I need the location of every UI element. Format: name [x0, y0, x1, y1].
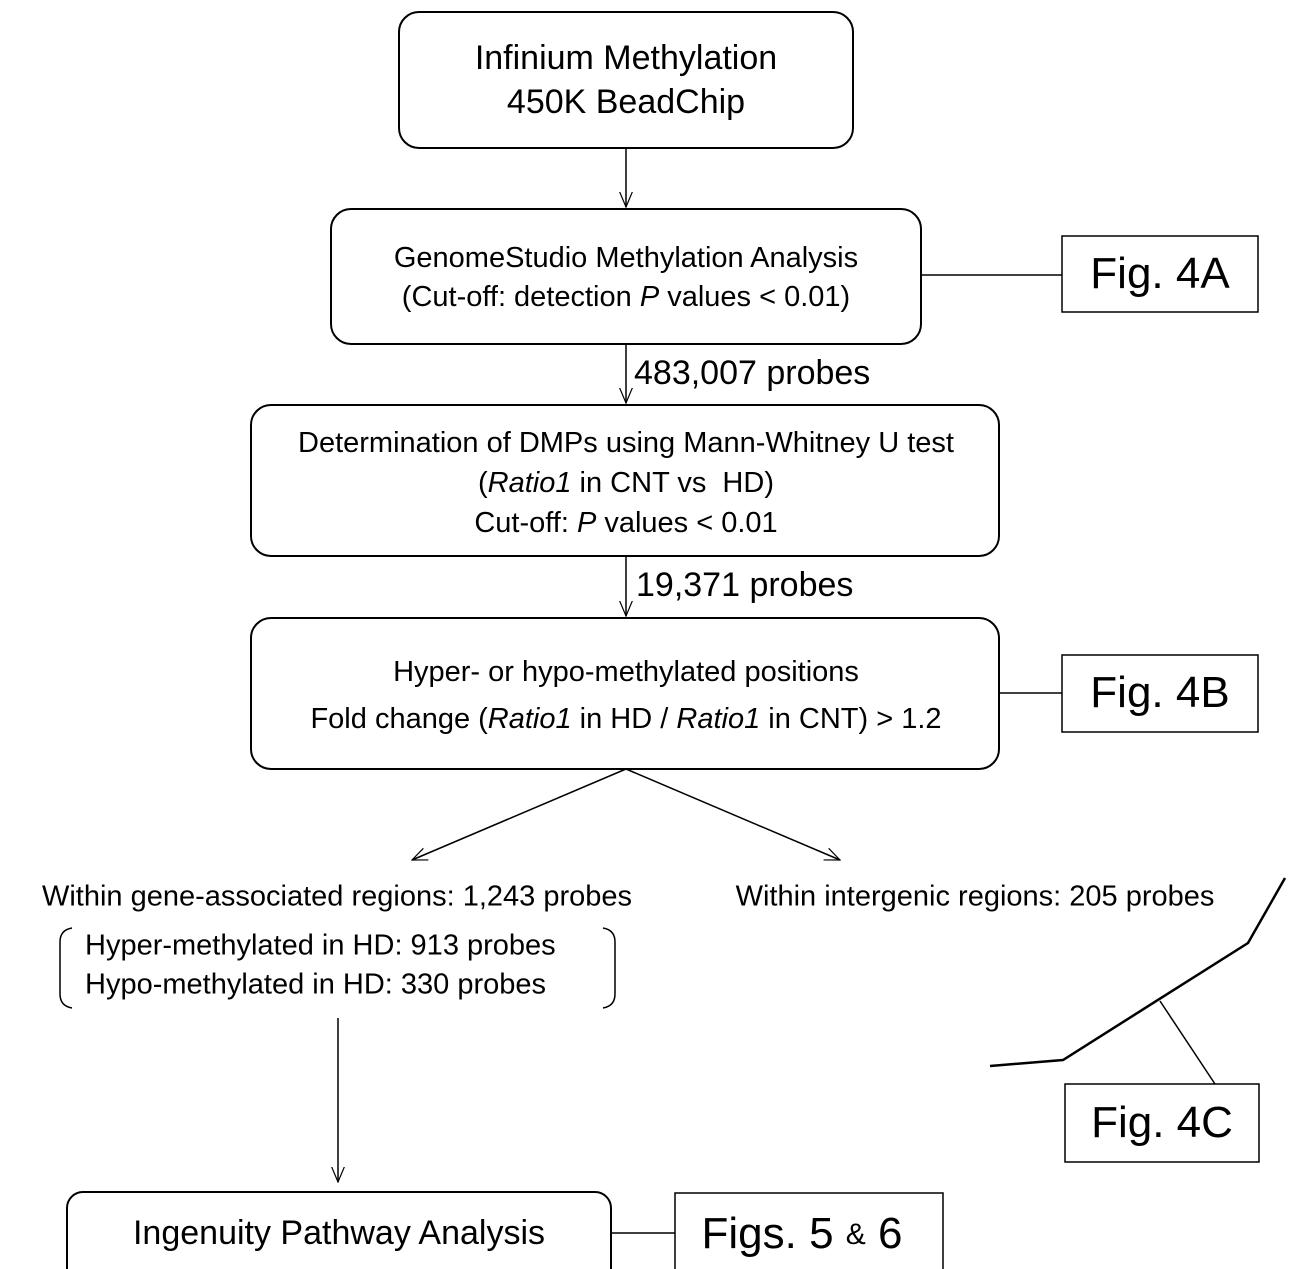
text-run: Determination of DMPs using Mann-Whitney…: [298, 427, 954, 459]
node-box: [330, 208, 922, 345]
connectors: [59, 148, 1287, 1234]
branch-item: Hyper-methylated in HD: 913 probes: [85, 930, 556, 962]
node-box: [250, 617, 1000, 770]
bracket: [59, 927, 73, 1009]
figure-label: Figs. 5 & 6: [702, 1209, 903, 1258]
figure-label: Fig. 4B: [1090, 668, 1229, 717]
text-run: Ingenuity Pathway Analysis: [133, 1214, 545, 1252]
text-run: &: [846, 1218, 866, 1251]
branch-title: Within intergenic regions: 205 probes: [736, 881, 1215, 913]
text-run: Fold change (: [310, 703, 488, 735]
branch-title: Within gene-associated regions: 1,243 pr…: [42, 881, 632, 913]
node-box: [66, 1191, 612, 1269]
text-run: Fig. 4C: [1091, 1098, 1233, 1147]
figure-box: [1064, 1083, 1260, 1163]
node-text: (Cut-off: detection P values < 0.01): [402, 281, 850, 313]
text-run: Ratio1: [488, 703, 572, 735]
text-run: (Cut-off: detection: [402, 281, 640, 313]
node-text: Fold change (Ratio1 in HD / Ratio1 in CN…: [310, 703, 941, 735]
node-text: Cut-off: P values < 0.01: [474, 507, 777, 539]
text-run: Ratio1: [676, 703, 760, 735]
text-run: Fig. 4B: [1090, 668, 1229, 717]
bracket-line: [989, 877, 1287, 1068]
figure-label: Fig. 4C: [1091, 1098, 1233, 1147]
text-run: GenomeStudio Methylation Analysis: [394, 242, 858, 274]
text-run: 450K BeadChip: [507, 83, 745, 121]
text-run: 6: [866, 1209, 903, 1258]
text-run: Fig. 4A: [1090, 249, 1230, 298]
text-run: P: [577, 507, 597, 539]
figure-box: [674, 1192, 944, 1269]
text-run: values < 0.01): [659, 281, 850, 313]
figure-box: [1061, 235, 1259, 313]
text-run: Hyper- or hypo-methylated positions: [393, 656, 859, 688]
node-text: (Ratio1 in CNT vs HD): [478, 467, 774, 499]
text-run: in CNT vs HD): [572, 467, 774, 499]
node-box: [398, 11, 854, 149]
text-run: values < 0.01: [596, 507, 777, 539]
arrow: [412, 768, 627, 861]
text-run: P: [640, 281, 660, 313]
node-text: Ingenuity Pathway Analysis: [133, 1214, 545, 1252]
text-run: Ratio1: [488, 467, 572, 499]
link-line: [1159, 1000, 1216, 1085]
bracket: [602, 927, 616, 1009]
node-text: 450K BeadChip: [507, 83, 745, 121]
text-run: in HD /: [572, 703, 677, 735]
node-text: Infinium Methylation: [475, 39, 777, 77]
edge-label: 483,007 probes: [634, 354, 870, 392]
text-run: Cut-off:: [474, 507, 577, 539]
edge-label: 19,371 probes: [636, 566, 853, 604]
figure-label: Fig. 4A: [1090, 249, 1230, 298]
node-box: [250, 404, 1000, 557]
text-run: in CNT) > 1.2: [760, 703, 941, 735]
node-text: Hyper- or hypo-methylated positions: [393, 656, 859, 688]
node-text: Determination of DMPs using Mann-Whitney…: [298, 427, 954, 459]
node-text: GenomeStudio Methylation Analysis: [394, 242, 858, 274]
figure-box: [1061, 654, 1259, 733]
text-run: (: [478, 467, 488, 499]
arrow: [625, 768, 840, 861]
text-run: Infinium Methylation: [475, 39, 777, 77]
text-run: Figs. 5: [702, 1209, 846, 1258]
branch-item: Hypo-methylated in HD: 330 probes: [85, 969, 546, 1001]
